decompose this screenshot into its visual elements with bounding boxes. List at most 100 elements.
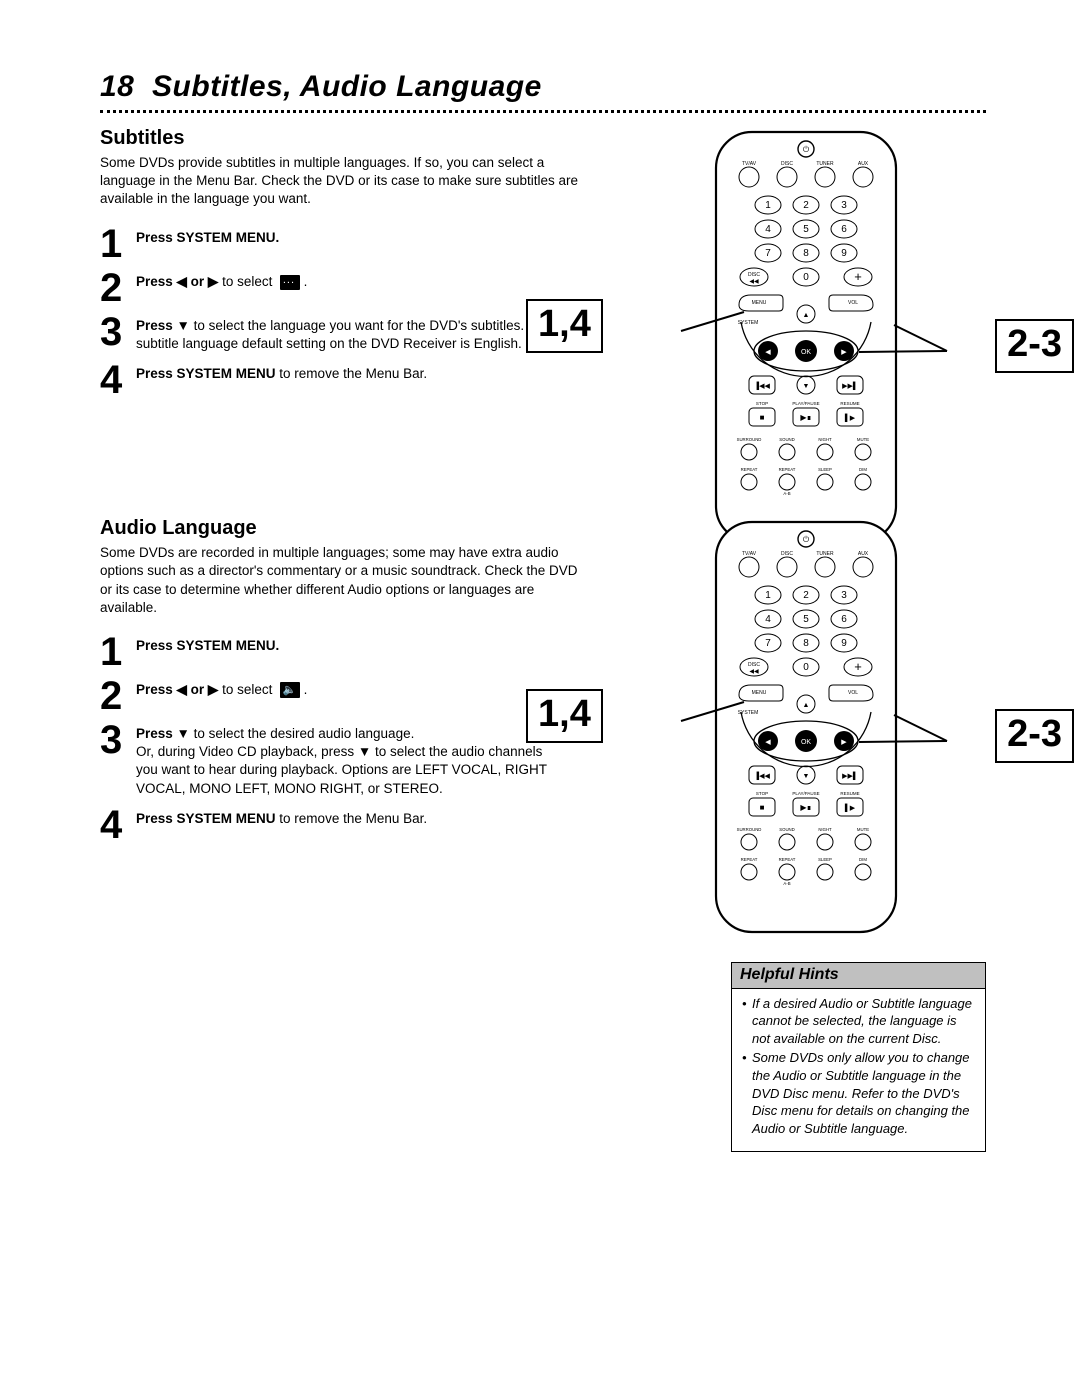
step-text: Press SYSTEM MENU. bbox=[136, 227, 279, 247]
svg-text:8: 8 bbox=[803, 248, 809, 259]
svg-text:0: 0 bbox=[803, 662, 809, 673]
svg-text:STOP: STOP bbox=[756, 791, 768, 796]
svg-text:▌▶: ▌▶ bbox=[845, 413, 856, 423]
step-text: Press SYSTEM MENU to remove the Menu Bar… bbox=[136, 808, 427, 828]
step-text: Press ▼ to select the desired audio lang… bbox=[136, 723, 556, 798]
svg-text:SOUND: SOUND bbox=[779, 827, 795, 832]
svg-text:▲: ▲ bbox=[803, 312, 810, 319]
speaker-icon bbox=[280, 682, 300, 698]
svg-text:RESUME: RESUME bbox=[840, 401, 859, 406]
svg-text:AUX: AUX bbox=[858, 161, 869, 167]
svg-text:▶: ▶ bbox=[841, 349, 847, 356]
remote-wrap: ⏻ TV/AV DISC TUNER AUX 1 2 3 4 5 6 bbox=[711, 517, 901, 942]
remote-diagram-1: ⏻ TV/AV DISC TUNER AUX 1 2 3 4 5 bbox=[626, 127, 986, 552]
step-text: Press ◀ or ▶ to select . bbox=[136, 271, 307, 291]
svg-text:▲: ▲ bbox=[803, 702, 810, 709]
svg-text:7: 7 bbox=[765, 638, 771, 649]
svg-text:DISC: DISC bbox=[748, 272, 760, 278]
svg-text:2: 2 bbox=[803, 590, 809, 601]
remote-diagram-2: ⏻ TV/AV DISC TUNER AUX 1 2 3 4 5 6 bbox=[626, 517, 986, 942]
page-title: 18 Subtitles, Audio Language bbox=[100, 70, 986, 104]
svg-text:REPEAT: REPEAT bbox=[741, 857, 758, 862]
svg-text:◀: ◀ bbox=[765, 739, 771, 746]
hint-item: If a desired Audio or Subtitle language … bbox=[742, 995, 975, 1048]
svg-text:A-B: A-B bbox=[783, 491, 790, 496]
svg-text:SLEEP: SLEEP bbox=[818, 857, 832, 862]
svg-text:MENU: MENU bbox=[752, 690, 767, 696]
svg-text:VOL: VOL bbox=[848, 690, 858, 696]
svg-text:▐◀◀: ▐◀◀ bbox=[754, 771, 770, 781]
svg-text:■: ■ bbox=[760, 413, 765, 422]
step-number: 2 bbox=[100, 271, 130, 305]
page-number: 18 bbox=[100, 70, 134, 103]
callout-2-3: 2-3 bbox=[995, 709, 1074, 763]
svg-text:MUTE: MUTE bbox=[857, 437, 869, 442]
svg-text:4: 4 bbox=[765, 224, 771, 235]
svg-text:NIGHT: NIGHT bbox=[818, 827, 832, 832]
subtitle-icon bbox=[280, 275, 300, 290]
step-text: Press SYSTEM MENU to remove the Menu Bar… bbox=[136, 363, 427, 383]
svg-text:▼: ▼ bbox=[803, 773, 810, 780]
helpful-hints-box: Helpful Hints If a desired Audio or Subt… bbox=[731, 962, 986, 1152]
svg-text:▐◀◀: ▐◀◀ bbox=[754, 381, 770, 391]
svg-text:◀: ◀ bbox=[765, 349, 771, 356]
step-number: 4 bbox=[100, 363, 130, 397]
svg-text:⏻: ⏻ bbox=[803, 145, 810, 154]
svg-text:▼: ▼ bbox=[803, 383, 810, 390]
callout-2-3: 2-3 bbox=[995, 319, 1074, 373]
svg-text:TV/AV: TV/AV bbox=[742, 551, 757, 557]
svg-text:■: ■ bbox=[760, 803, 765, 812]
svg-text:VOL: VOL bbox=[848, 300, 858, 306]
svg-text:OK: OK bbox=[801, 349, 811, 356]
svg-text:NIGHT: NIGHT bbox=[818, 437, 832, 442]
step-number: 3 bbox=[100, 723, 130, 757]
svg-text:TUNER: TUNER bbox=[816, 161, 834, 167]
remote-svg: ⏻ TV/AV DISC TUNER AUX 1 2 3 4 5 bbox=[711, 127, 901, 547]
callout-1-4: 1,4 bbox=[526, 299, 603, 353]
svg-text:SURROUND: SURROUND bbox=[737, 437, 762, 442]
svg-text:PLAY/PAUSE: PLAY/PAUSE bbox=[792, 791, 819, 796]
step-text: Press ▼ to select the language you want … bbox=[136, 315, 556, 353]
svg-text:DISC: DISC bbox=[748, 662, 760, 668]
svg-text:9: 9 bbox=[841, 248, 847, 259]
hints-title: Helpful Hints bbox=[732, 963, 985, 989]
svg-text:2: 2 bbox=[803, 200, 809, 211]
svg-text:RESUME: RESUME bbox=[840, 791, 859, 796]
audio-intro: Some DVDs are recorded in multiple langu… bbox=[100, 544, 590, 617]
svg-text:TV/AV: TV/AV bbox=[742, 161, 757, 167]
svg-text:+: + bbox=[854, 659, 862, 674]
svg-text:TUNER: TUNER bbox=[816, 551, 834, 557]
svg-text:◀◀: ◀◀ bbox=[749, 669, 759, 675]
step-text: Press SYSTEM MENU. bbox=[136, 635, 279, 655]
svg-text:3: 3 bbox=[841, 200, 847, 211]
svg-text:▶▶▌: ▶▶▌ bbox=[842, 381, 858, 391]
svg-text:AUX: AUX bbox=[858, 551, 869, 557]
svg-text:DIM: DIM bbox=[859, 467, 867, 472]
svg-text:REPEAT: REPEAT bbox=[779, 467, 796, 472]
svg-text:1: 1 bbox=[765, 200, 771, 211]
svg-text:4: 4 bbox=[765, 614, 771, 625]
page: 18 Subtitles, Audio Language Subtitles S… bbox=[0, 0, 1080, 1212]
svg-text:+: + bbox=[854, 269, 862, 284]
svg-text:MENU: MENU bbox=[752, 300, 767, 306]
svg-text:A-B: A-B bbox=[783, 881, 790, 886]
svg-text:STOP: STOP bbox=[756, 401, 768, 406]
svg-text:⏻: ⏻ bbox=[803, 535, 810, 544]
remote-svg: ⏻ TV/AV DISC TUNER AUX 1 2 3 4 5 6 bbox=[711, 517, 901, 937]
section-subtitles: Subtitles Some DVDs provide subtitles in… bbox=[100, 127, 986, 397]
svg-text:DISC: DISC bbox=[781, 551, 793, 557]
svg-text:5: 5 bbox=[803, 614, 809, 625]
svg-text:MUTE: MUTE bbox=[857, 827, 869, 832]
svg-text:OK: OK bbox=[801, 739, 811, 746]
remote-wrap: ⏻ TV/AV DISC TUNER AUX 1 2 3 4 5 bbox=[711, 127, 901, 552]
svg-text:6: 6 bbox=[841, 614, 847, 625]
svg-text:8: 8 bbox=[803, 638, 809, 649]
svg-text:◀◀: ◀◀ bbox=[749, 279, 759, 285]
svg-text:▌▶: ▌▶ bbox=[845, 803, 856, 813]
step-number: 1 bbox=[100, 635, 130, 669]
svg-text:1: 1 bbox=[765, 590, 771, 601]
hints-body: If a desired Audio or Subtitle language … bbox=[732, 989, 985, 1151]
svg-text:REPEAT: REPEAT bbox=[741, 467, 758, 472]
svg-text:▶∎: ▶∎ bbox=[800, 413, 811, 422]
svg-text:REPEAT: REPEAT bbox=[779, 857, 796, 862]
